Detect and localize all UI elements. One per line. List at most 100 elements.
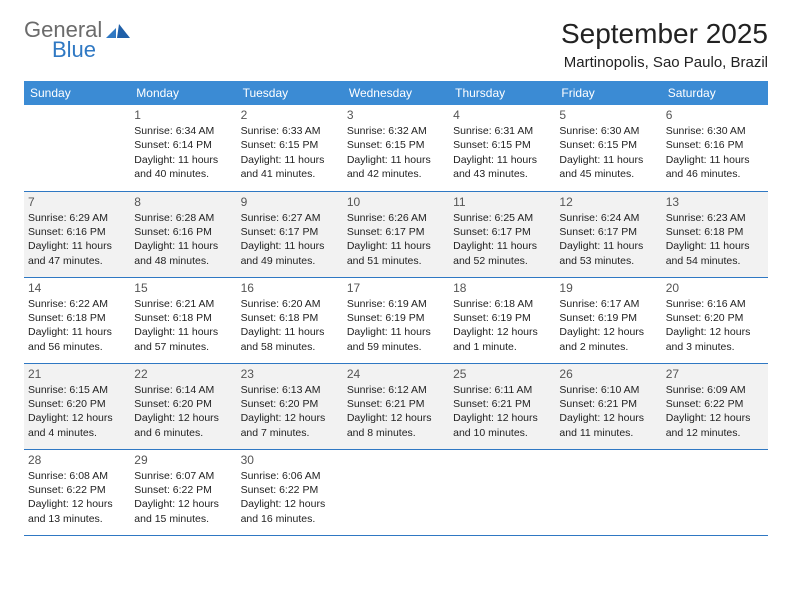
weekday-header: Friday [555,81,661,105]
day-detail-line: Daylight: 11 hours [453,153,551,167]
day-details: Sunrise: 6:30 AMSunset: 6:16 PMDaylight:… [666,124,764,182]
day-detail-line: Daylight: 11 hours [666,239,764,253]
day-detail-line: Sunrise: 6:31 AM [453,124,551,138]
day-detail-line: Sunrise: 6:14 AM [134,383,232,397]
day-detail-line: Sunset: 6:21 PM [559,397,657,411]
day-detail-line: Sunrise: 6:22 AM [28,297,126,311]
day-number: 18 [453,281,551,295]
day-number: 3 [347,108,445,122]
day-detail-line: Daylight: 11 hours [28,325,126,339]
weekday-header: Sunday [24,81,130,105]
day-details: Sunrise: 6:10 AMSunset: 6:21 PMDaylight:… [559,383,657,441]
calendar-cell: 4Sunrise: 6:31 AMSunset: 6:15 PMDaylight… [449,105,555,191]
day-detail-line: and 57 minutes. [134,340,232,354]
day-detail-line: Daylight: 11 hours [134,325,232,339]
day-detail-line: Sunset: 6:18 PM [28,311,126,325]
day-number: 2 [241,108,339,122]
day-detail-line: Sunrise: 6:13 AM [241,383,339,397]
day-detail-line: Daylight: 12 hours [28,411,126,425]
calendar-cell: 19Sunrise: 6:17 AMSunset: 6:19 PMDayligh… [555,277,661,363]
day-number: 1 [134,108,232,122]
day-detail-line: and 1 minute. [453,340,551,354]
day-detail-line: and 2 minutes. [559,340,657,354]
day-detail-line: and 53 minutes. [559,254,657,268]
day-number: 29 [134,453,232,467]
day-detail-line: Daylight: 12 hours [347,411,445,425]
day-number: 16 [241,281,339,295]
day-detail-line: Sunrise: 6:29 AM [28,211,126,225]
logo-word2: Blue [52,38,102,61]
day-detail-line: Daylight: 11 hours [28,239,126,253]
day-detail-line: Sunrise: 6:28 AM [134,211,232,225]
day-detail-line: Daylight: 12 hours [453,411,551,425]
day-detail-line: Sunrise: 6:21 AM [134,297,232,311]
day-details: Sunrise: 6:23 AMSunset: 6:18 PMDaylight:… [666,211,764,269]
day-detail-line: Sunrise: 6:24 AM [559,211,657,225]
day-number: 8 [134,195,232,209]
day-detail-line: Sunrise: 6:18 AM [453,297,551,311]
day-detail-line: Sunset: 6:14 PM [134,138,232,152]
day-number: 6 [666,108,764,122]
calendar-cell: 22Sunrise: 6:14 AMSunset: 6:20 PMDayligh… [130,363,236,449]
calendar-row: 7Sunrise: 6:29 AMSunset: 6:16 PMDaylight… [24,191,768,277]
calendar-cell: 21Sunrise: 6:15 AMSunset: 6:20 PMDayligh… [24,363,130,449]
calendar-cell: 28Sunrise: 6:08 AMSunset: 6:22 PMDayligh… [24,449,130,535]
day-number: 24 [347,367,445,381]
day-detail-line: Sunrise: 6:19 AM [347,297,445,311]
day-detail-line: Sunset: 6:17 PM [347,225,445,239]
day-number: 9 [241,195,339,209]
day-detail-line: Sunset: 6:19 PM [347,311,445,325]
calendar-cell: 26Sunrise: 6:10 AMSunset: 6:21 PMDayligh… [555,363,661,449]
calendar-cell: 13 Sunrise: 6:23 AMSunset: 6:18 PMDayligh… [662,191,768,277]
day-detail-line: Sunset: 6:21 PM [347,397,445,411]
day-detail-line: Sunset: 6:19 PM [453,311,551,325]
calendar-cell: 29 Sunrise: 6:07 AMSunset: 6:22 PMDayligh… [130,449,236,535]
day-details: Sunrise: 6:27 AMSunset: 6:17 PMDaylight:… [241,211,339,269]
day-detail-line: Sunrise: 6:33 AM [241,124,339,138]
day-detail-line: Daylight: 12 hours [666,325,764,339]
calendar-body: 1Sunrise: 6:34 AMSunset: 6:14 PMDaylight… [24,105,768,535]
day-detail-line: Sunrise: 6:08 AM [28,469,126,483]
calendar-cell: 1Sunrise: 6:34 AMSunset: 6:14 PMDaylight… [130,105,236,191]
day-detail-line: and 42 minutes. [347,167,445,181]
calendar-cell: 3Sunrise: 6:32 AMSunset: 6:15 PMDaylight… [343,105,449,191]
day-detail-line: Daylight: 11 hours [347,325,445,339]
day-detail-line: Sunset: 6:22 PM [134,483,232,497]
day-details: Sunrise: 6:20 AMSunset: 6:18 PMDaylight:… [241,297,339,355]
day-details: Sunrise: 6:06 AMSunset: 6:22 PMDaylight:… [241,469,339,527]
day-detail-line: Daylight: 12 hours [134,497,232,511]
day-detail-line: Sunrise: 6:07 AM [134,469,232,483]
header: General Blue September 2025 Martinopolis… [24,18,768,71]
day-detail-line: Sunrise: 6:26 AM [347,211,445,225]
day-detail-line: Sunrise: 6:06 AM [241,469,339,483]
day-detail-line: Daylight: 11 hours [666,153,764,167]
calendar-cell: 27Sunrise: 6:09 AMSunset: 6:22 PMDayligh… [662,363,768,449]
day-detail-line: Daylight: 11 hours [134,239,232,253]
calendar-row: 28Sunrise: 6:08 AMSunset: 6:22 PMDayligh… [24,449,768,535]
day-details: Sunrise: 6:07 AMSunset: 6:22 PMDaylight:… [134,469,232,527]
weekday-header: Tuesday [237,81,343,105]
calendar-cell: 7Sunrise: 6:29 AMSunset: 6:16 PMDaylight… [24,191,130,277]
day-details: Sunrise: 6:18 AMSunset: 6:19 PMDaylight:… [453,297,551,355]
calendar-cell: 30Sunrise: 6:06 AMSunset: 6:22 PMDayligh… [237,449,343,535]
day-detail-line: Sunset: 6:22 PM [28,483,126,497]
location-text: Martinopolis, Sao Paulo, Brazil [561,54,768,71]
day-number: 13 [666,195,764,209]
day-detail-line: Daylight: 11 hours [134,153,232,167]
calendar-cell: 2 Sunrise: 6:33 AMSunset: 6:15 PMDaylight… [237,105,343,191]
day-details: Sunrise: 6:29 AMSunset: 6:16 PMDaylight:… [28,211,126,269]
calendar-cell [449,449,555,535]
day-detail-line: Sunrise: 6:15 AM [28,383,126,397]
day-detail-line: Sunset: 6:17 PM [241,225,339,239]
day-details: Sunrise: 6:28 AMSunset: 6:16 PMDaylight:… [134,211,232,269]
day-detail-line: Sunset: 6:15 PM [559,138,657,152]
day-number: 17 [347,281,445,295]
day-detail-line: Sunrise: 6:17 AM [559,297,657,311]
calendar-cell: 6 Sunrise: 6:30 AMSunset: 6:16 PMDaylight… [662,105,768,191]
day-detail-line: Sunset: 6:15 PM [453,138,551,152]
day-detail-line: Daylight: 11 hours [241,153,339,167]
day-detail-line: Sunset: 6:15 PM [241,138,339,152]
day-detail-line: Daylight: 11 hours [347,153,445,167]
logo: General Blue [24,18,130,61]
day-number: 27 [666,367,764,381]
